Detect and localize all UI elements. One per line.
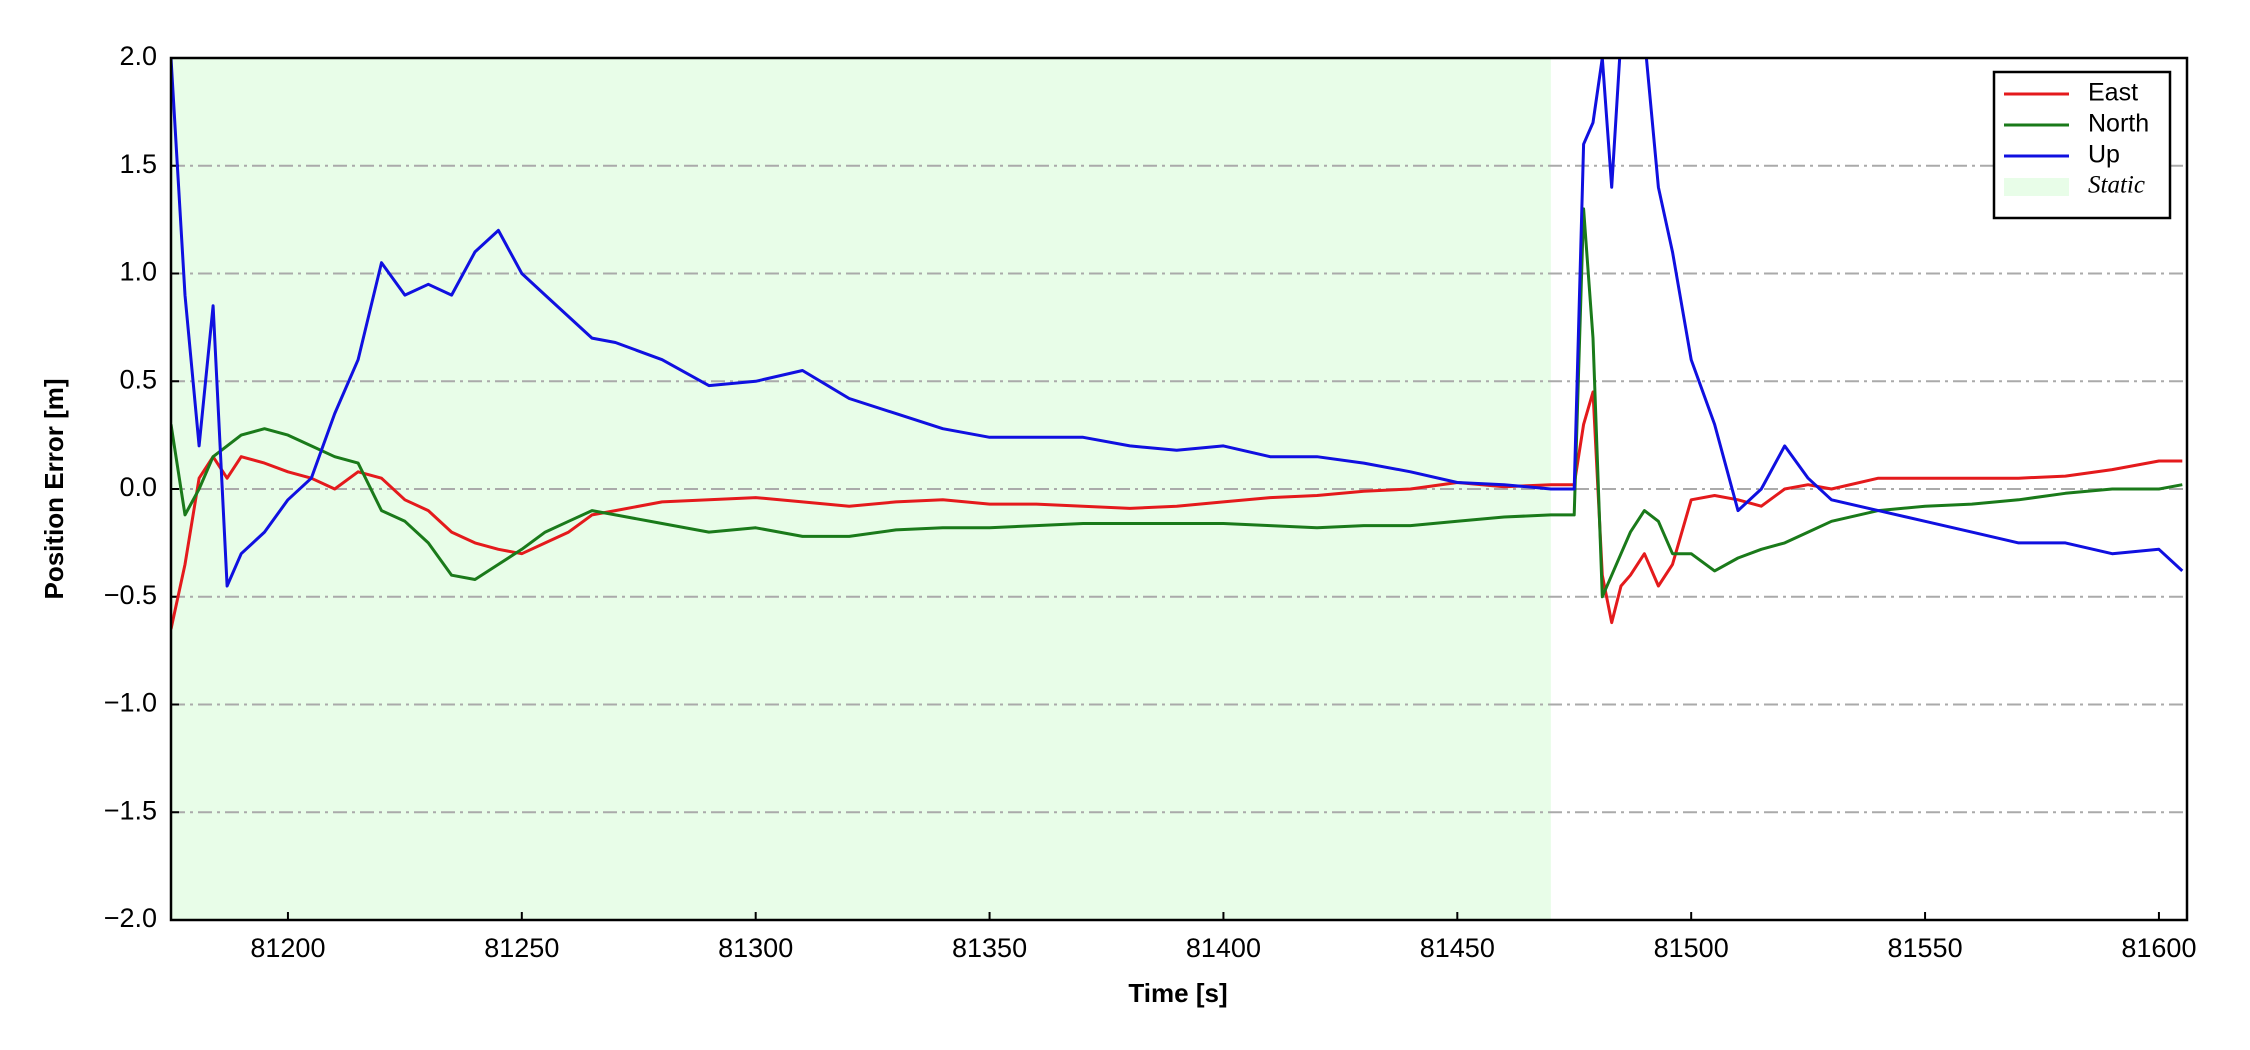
x-tick-label: 81450: [1420, 933, 1495, 963]
series-line: [171, 58, 2184, 588]
y-tick-label: −0.5: [104, 580, 157, 610]
x-tick-label: 81300: [718, 933, 793, 963]
x-tick-label: 81200: [250, 933, 325, 963]
x-axis-label: Time [s]: [1128, 978, 1227, 1008]
x-tick-label: 81600: [2121, 933, 2196, 963]
series-line: [171, 390, 2183, 630]
legend-label: North: [2088, 110, 2149, 138]
y-tick-label: 1.0: [119, 257, 157, 287]
x-tick-label: 81500: [1654, 933, 1729, 963]
y-tick-label: 2.0: [119, 41, 157, 71]
plot-frame: [169, 56, 2189, 922]
y-tick-label: −1.5: [104, 795, 157, 825]
plot-area: [171, 58, 2184, 630]
legend-label: East: [2088, 79, 2138, 107]
x-tick-label: 81350: [952, 933, 1027, 963]
x-tick-label: 81250: [484, 933, 559, 963]
y-axis-label: Position Error [m]: [39, 378, 69, 599]
y-tick-label: −2.0: [104, 903, 157, 933]
legend-label: Up: [2088, 141, 2120, 169]
x-tick-label: 81550: [1888, 933, 1963, 963]
series-line: [171, 207, 2183, 599]
legend-label: Static: [2088, 172, 2145, 199]
y-tick-label: 0.0: [119, 472, 157, 502]
legend-swatch: [2004, 178, 2069, 196]
y-tick-label: −1.0: [104, 688, 157, 718]
x-tick-label: 81400: [1186, 933, 1261, 963]
y-tick-label: 0.5: [119, 364, 157, 394]
y-tick-label: 1.5: [119, 149, 157, 179]
